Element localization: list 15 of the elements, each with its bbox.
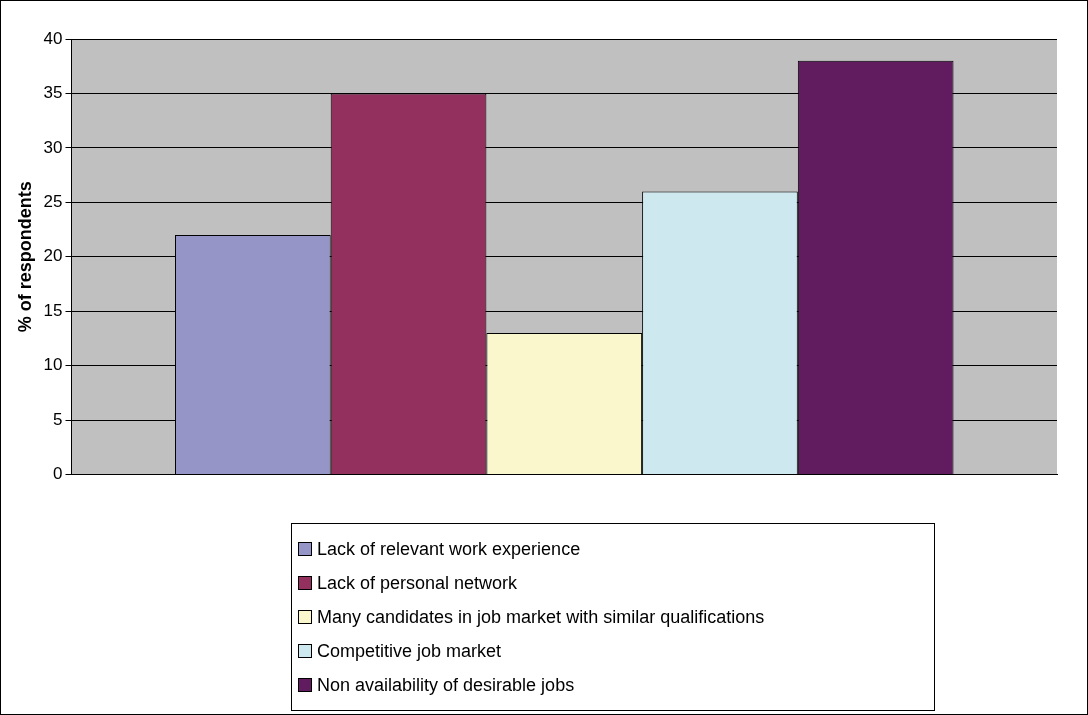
- y-tick-label: 25: [43, 192, 63, 212]
- legend-label: Non availability of desirable jobs: [317, 674, 575, 696]
- y-tick-label: 35: [43, 83, 63, 103]
- y-axis-title: % of respondents: [14, 181, 35, 333]
- y-tick-label: 30: [43, 137, 63, 157]
- y-tick-label: 20: [43, 246, 63, 266]
- y-tick-label: 0: [53, 464, 63, 484]
- y-tick-label: 15: [43, 300, 63, 320]
- y-tick-label: 40: [43, 28, 63, 48]
- legend-label: Many candidates in job market with similar qualifications: [317, 606, 765, 628]
- legend-label: Lack of personal network: [317, 572, 518, 594]
- y-tick-label: 5: [53, 409, 63, 429]
- y-tick-label: 10: [43, 355, 63, 375]
- legend-label: Lack of relevant work experience: [317, 538, 581, 560]
- legend-label: Competitive job market: [317, 640, 502, 662]
